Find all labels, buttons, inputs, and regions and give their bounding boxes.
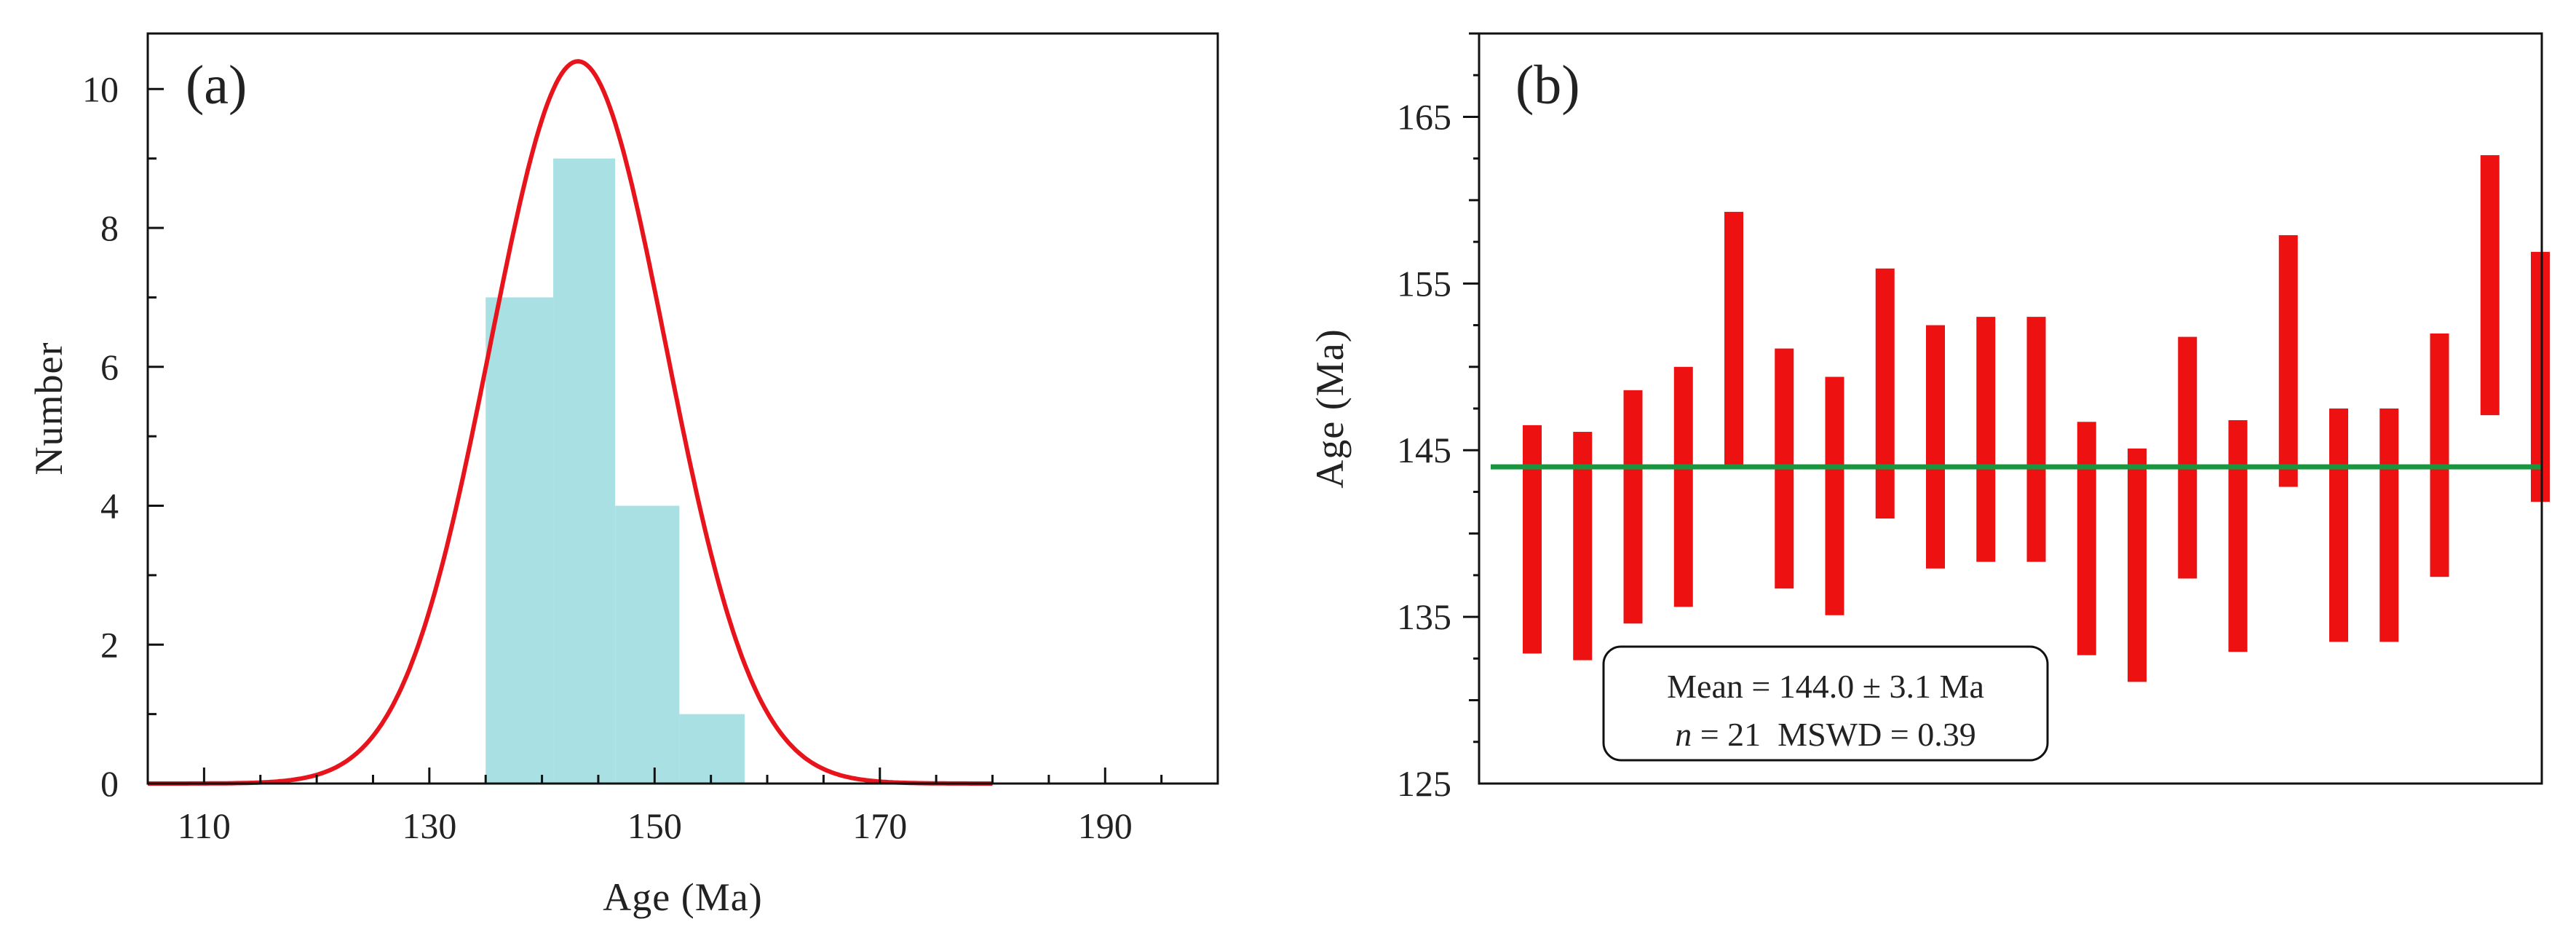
n-mswd-text: n = 21 MSWD = 0.39: [1675, 716, 1976, 753]
panel-a-y-axis-title: Number: [27, 342, 71, 476]
panel-b-weighted-mean: 125 135 145 155 165 (b) Age (Ma) Mean = 144.…: [1308, 32, 2550, 804]
age-bar-4: [1673, 366, 1693, 607]
x-tick-label: 190: [1078, 805, 1133, 846]
age-bar-11: [2026, 317, 2046, 562]
histogram-bar-2: [553, 158, 616, 784]
y-tick-label: 4: [100, 486, 119, 526]
y-tick-label: 0: [100, 763, 119, 804]
panel-a-ticks: 110 130 150 170 190 0 2 4 6 8 10: [82, 68, 1219, 846]
n-mswd-values: = 21 MSWD = 0.39: [1692, 716, 1976, 753]
x-tick-label: 150: [627, 805, 682, 846]
x-tick-label: 110: [178, 805, 231, 846]
age-bar-13: [2128, 448, 2147, 682]
age-bar-18: [2379, 409, 2399, 642]
y-tick-label: 145: [1397, 430, 1451, 470]
panel-b-label: (b): [1515, 55, 1580, 116]
panel-b-ticks: 125 135 145 155 165: [1397, 32, 1479, 804]
age-bar-5: [1724, 211, 1743, 465]
statistics-box-frame: [1602, 645, 2049, 762]
age-bar-7: [1825, 376, 1844, 615]
age-bar-20: [2480, 155, 2500, 416]
y-tick-label: 2: [100, 624, 119, 665]
x-tick-label: 130: [402, 805, 456, 846]
y-tick-label: 155: [1397, 263, 1451, 304]
y-tick-label: 125: [1397, 763, 1451, 804]
panel-a-x-axis-title: Age (Ma): [603, 875, 762, 919]
age-bar-9: [1926, 325, 1945, 569]
mean-age-text: Mean = 144.0 ± 3.1 Ma: [1667, 668, 1984, 705]
age-bar-3: [1623, 390, 1643, 624]
age-bar-16: [2278, 234, 2298, 487]
age-bar-12: [2077, 422, 2096, 655]
age-bar-2: [1573, 432, 1593, 660]
y-tick-label: 135: [1397, 596, 1451, 637]
histogram-bar-4: [679, 714, 745, 784]
panel-a-histogram: 110 130 150 170 190 0 2 4 6 8 10 (a) Age (Ma) Numb…: [27, 32, 1219, 919]
panel-a-label: (a): [186, 55, 247, 116]
age-bar-19: [2430, 334, 2449, 577]
probability-density-curve: [148, 59, 993, 786]
age-bar-1: [1523, 425, 1542, 654]
age-bar-21: [2531, 251, 2550, 502]
y-tick-label: 8: [100, 208, 119, 248]
n-symbol: n: [1675, 716, 1692, 753]
histogram-bar-3: [615, 505, 680, 784]
age-bar-10: [1976, 317, 1996, 562]
age-bar-17: [2329, 409, 2348, 642]
statistics-box: Mean = 144.0 ± 3.1 Ma n = 21 MSWD = 0.39: [1602, 645, 2049, 762]
panel-a-frame: [146, 32, 1219, 785]
age-bar-8: [1875, 268, 1895, 519]
y-tick-label: 10: [82, 68, 119, 109]
histogram-bars: [486, 158, 745, 784]
age-bar-14: [2178, 336, 2197, 579]
panel-b-y-axis-title: Age (Ma): [1308, 328, 1352, 488]
y-tick-label: 165: [1397, 96, 1451, 137]
age-error-bars: [1523, 155, 2550, 682]
age-bar-15: [2228, 420, 2248, 652]
y-tick-label: 6: [100, 347, 119, 387]
histogram-bar-1: [486, 297, 554, 784]
x-tick-label: 170: [852, 805, 907, 846]
